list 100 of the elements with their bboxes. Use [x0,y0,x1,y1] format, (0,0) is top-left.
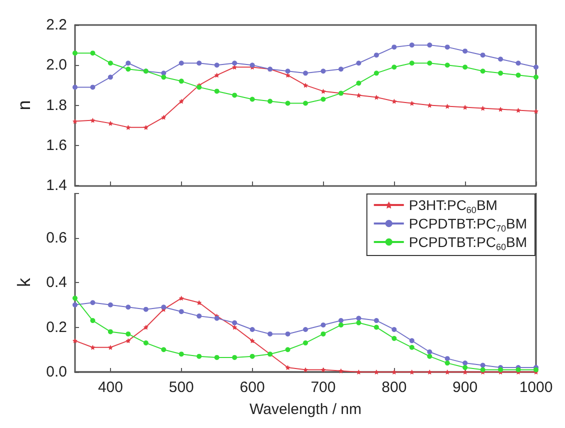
y-tick-label: 0.2 [46,318,67,336]
point [108,74,113,80]
point [462,370,468,374]
point [303,70,308,76]
point [90,118,96,123]
point [444,360,450,366]
point [338,368,344,374]
point [196,60,202,66]
point [498,56,504,62]
point [285,347,290,352]
x-tick-label: 500 [168,379,194,396]
point [285,331,290,336]
y-tick-label: 1.8 [46,96,67,114]
point [392,98,397,104]
point [285,68,290,74]
point [72,118,78,124]
y-axis-title: k [14,277,34,287]
point [214,354,220,360]
point [392,44,397,50]
point [480,68,486,74]
point [462,360,468,366]
point [409,60,414,66]
point [72,84,78,90]
point [108,120,113,126]
x-tick-label: 600 [240,379,265,396]
point [516,60,521,66]
point [356,320,362,326]
point [90,300,96,306]
point [427,349,432,354]
point [374,70,379,76]
point [108,302,113,308]
point [72,338,78,344]
point [178,60,184,66]
point [480,52,486,58]
point [356,370,362,374]
point [285,100,290,106]
point [108,329,113,334]
x-tick-label: 1000 [519,379,553,396]
point [516,108,521,113]
point [90,50,96,56]
point [427,354,432,359]
point [126,304,131,310]
point [392,370,397,374]
point [126,124,131,130]
point [250,326,255,332]
point [534,74,538,80]
point [534,108,538,114]
point [462,365,468,370]
point [250,338,255,344]
point [143,124,148,130]
point [126,60,131,66]
point [178,78,184,84]
point [250,96,255,102]
point [320,96,326,102]
point [320,88,326,94]
point [143,306,148,312]
point [427,370,432,374]
point [178,296,184,301]
point [320,331,326,336]
point [268,331,273,336]
point [444,104,450,109]
point [374,324,379,330]
point [303,82,308,88]
point [126,331,131,336]
point [516,72,521,78]
y-tick-label: 0.6 [46,229,67,246]
point [409,344,414,350]
point [409,338,414,344]
point [196,354,202,359]
point [409,370,414,374]
x-tick-label: 700 [310,379,336,396]
point [303,367,308,372]
point [374,52,379,58]
x-axis-title: Wavelength / nm [250,401,362,418]
point [143,324,148,330]
point [303,326,308,332]
point [534,64,538,70]
point [356,92,362,98]
point [90,84,96,90]
point [480,367,486,372]
point [303,340,308,346]
point [409,42,414,48]
point [143,340,148,346]
y-tick-label: 0.4 [46,274,67,291]
point [285,365,290,370]
y-tick-label: 2.0 [46,56,67,74]
point [303,100,308,106]
x-tick-label: 900 [452,379,478,396]
point [108,60,113,66]
point [392,64,397,70]
point [392,326,397,332]
point [250,354,255,359]
point [108,344,113,350]
point [178,352,184,357]
point [338,318,344,324]
y-tick-label: 1.6 [46,136,67,154]
point [338,66,344,72]
point [196,300,202,306]
point [427,102,432,108]
point [232,320,238,326]
